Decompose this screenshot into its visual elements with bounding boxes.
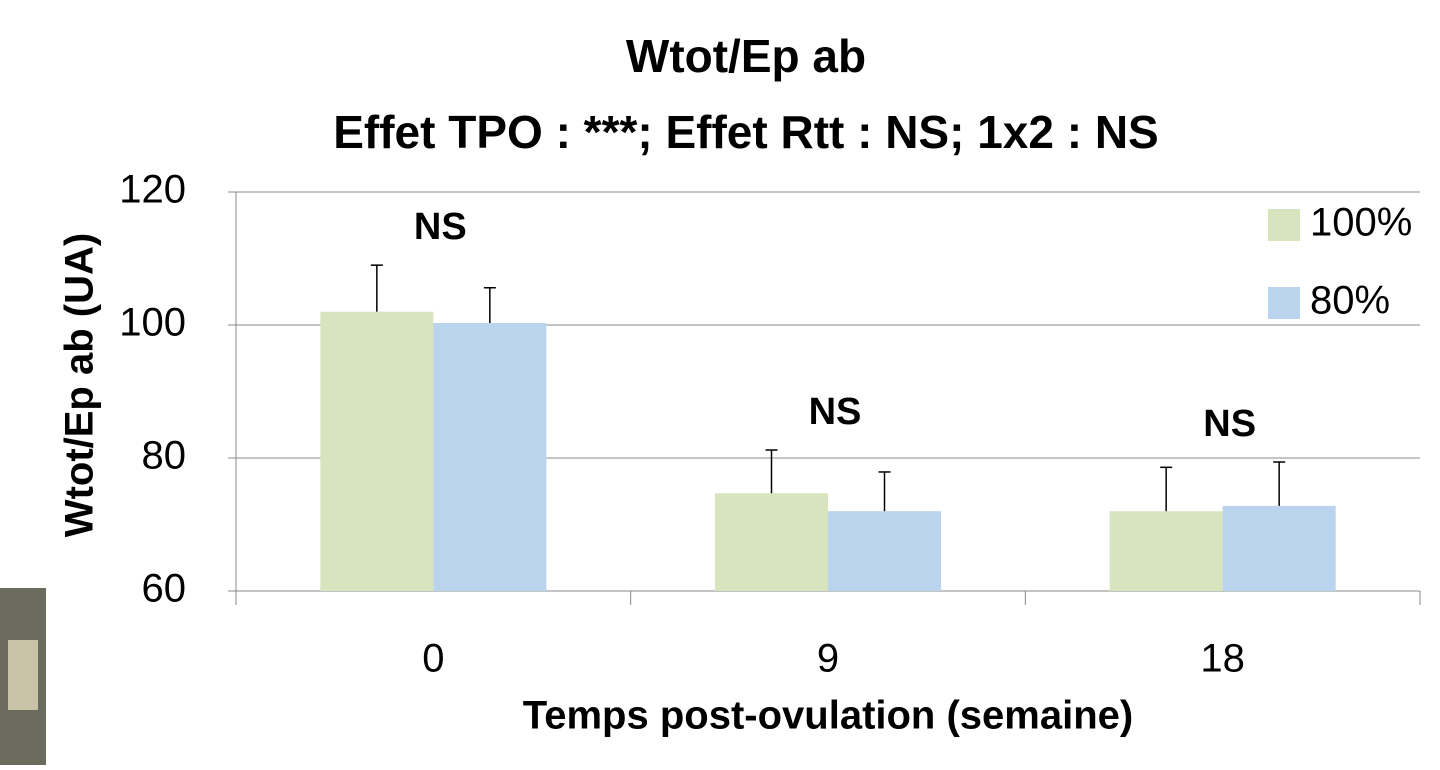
y-tick-label: 120 — [119, 168, 186, 212]
bar — [715, 493, 828, 591]
x-tick-label: 9 — [817, 637, 839, 681]
legend-label: 80% — [1310, 279, 1390, 323]
x-tick-label: 18 — [1200, 637, 1245, 681]
annotation: NS — [1203, 403, 1256, 445]
bar — [320, 311, 434, 591]
legend-label: 100% — [1310, 201, 1412, 245]
legend-swatch — [1268, 209, 1300, 241]
annotation: NS — [809, 391, 862, 433]
annotation: NS — [414, 206, 467, 248]
chart-subtitle: Effet TPO : ***; Effet Rtt : NS; 1x2 : N… — [333, 106, 1159, 158]
y-tick-label: 80 — [142, 434, 187, 478]
y-tick-label: 100 — [119, 301, 186, 345]
chart-title: Wtot/Ep ab — [626, 30, 866, 82]
x-axis-label: Temps post-ovulation (semaine) — [523, 694, 1133, 738]
bar — [433, 323, 547, 591]
bar — [1222, 505, 1336, 591]
bar — [828, 511, 941, 591]
y-tick-label: 60 — [142, 567, 187, 611]
legend-swatch — [1268, 287, 1300, 319]
y-axis-label: Wtot/Ep ab (UA) — [58, 233, 102, 537]
x-tick-label: 0 — [422, 637, 444, 681]
photo-fragment — [8, 640, 38, 710]
bar — [1109, 511, 1223, 591]
